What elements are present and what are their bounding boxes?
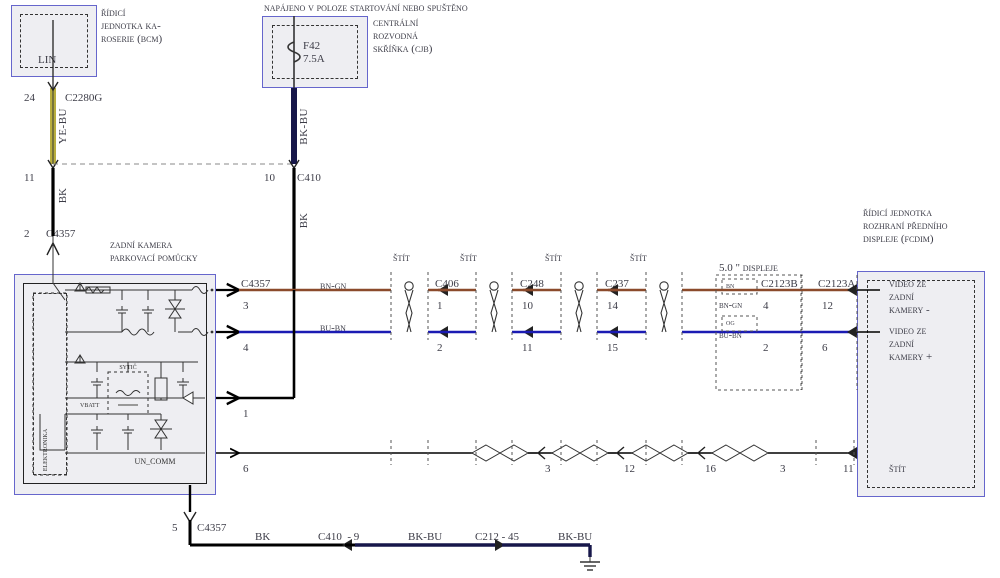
svg-text:elektronika: elektronika: [39, 428, 49, 471]
svg-text:UN_COMM: UN_COMM: [135, 457, 176, 466]
svg-text:vbatt: vbatt: [80, 400, 100, 409]
svg-text:sytič: sytič: [119, 362, 136, 371]
